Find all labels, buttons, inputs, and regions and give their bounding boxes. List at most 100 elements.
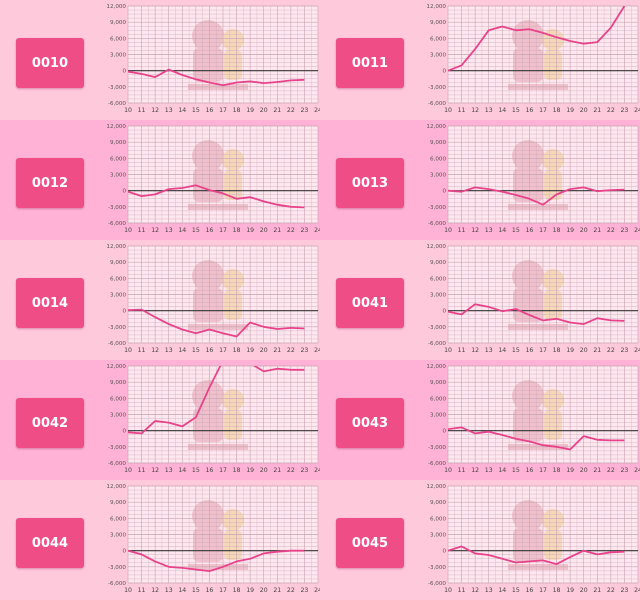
- y-tick-label: 12,000: [106, 124, 126, 130]
- y-tick-label: 12,000: [106, 4, 126, 10]
- stock-code-button[interactable]: 0042: [16, 398, 84, 448]
- x-tick-label: 19: [246, 347, 254, 354]
- x-tick-label: 22: [287, 107, 295, 114]
- x-tick-label: 23: [300, 227, 308, 234]
- y-tick-label: -3,000: [108, 445, 126, 451]
- stock-code-button[interactable]: 0010: [16, 38, 84, 88]
- y-tick-label: 3,000: [430, 413, 446, 419]
- chart-cell: 0045 12,000 9,000 6,000 3,000 0 -3,000 -6,000 10…: [320, 480, 640, 597]
- x-tick-label: 14: [498, 587, 506, 594]
- x-tick-label: 21: [273, 347, 281, 354]
- series-line: [448, 303, 625, 325]
- x-tick-label: 12: [151, 467, 159, 474]
- chart-row: 0044 12,000 9,000 6,000 3,000 0 -3,000 -6,000 10…: [0, 480, 640, 597]
- x-tick-label: 16: [205, 347, 213, 354]
- y-tick-label: -6,000: [108, 221, 126, 227]
- chart-cell: 0041 12,000 9,000 6,000 3,000 0 -3,000 -6,000 10…: [320, 240, 640, 360]
- y-tick-label: 12,000: [106, 244, 126, 250]
- chart-row: 0010 12,000 9,000 6,000 3,000 0 -3,000 -6,000 10…: [0, 0, 640, 120]
- y-tick-label: 6,000: [110, 156, 126, 162]
- y-tick-label: -3,000: [428, 565, 446, 571]
- x-tick-label: 21: [593, 227, 601, 234]
- y-tick-label: 3,000: [430, 53, 446, 59]
- x-tick-label: 18: [233, 347, 241, 354]
- x-tick-label: 15: [512, 347, 520, 354]
- x-tick-label: 22: [287, 227, 295, 234]
- stock-code-button[interactable]: 0013: [336, 158, 404, 208]
- series-line: [448, 186, 625, 206]
- series-line: [128, 308, 305, 338]
- x-tick-label: 14: [498, 107, 506, 114]
- x-tick-label: 13: [165, 467, 173, 474]
- series-line: [128, 68, 305, 87]
- x-tick-label: 23: [300, 587, 308, 594]
- x-tick-label: 19: [566, 107, 574, 114]
- y-tick-label: 9,000: [430, 20, 446, 26]
- x-tick-label: 18: [553, 107, 561, 114]
- y-tick-label: 6,000: [110, 36, 126, 42]
- x-tick-label: 16: [525, 107, 533, 114]
- y-tick-label: 9,000: [110, 140, 126, 146]
- x-tick-label: 23: [300, 347, 308, 354]
- y-tick-label: -6,000: [428, 341, 446, 347]
- y-tick-label: 12,000: [426, 4, 446, 10]
- x-tick-label: 23: [620, 587, 628, 594]
- x-tick-label: 11: [458, 347, 466, 354]
- y-tick-label: 9,000: [430, 260, 446, 266]
- x-tick-label: 20: [580, 587, 588, 594]
- stock-code-button[interactable]: 0043: [336, 398, 404, 448]
- x-tick-label: 17: [219, 107, 227, 114]
- x-tick-label: 12: [471, 587, 479, 594]
- x-tick-label: 20: [580, 347, 588, 354]
- x-tick-label: 17: [219, 467, 227, 474]
- x-tick-label: 24: [314, 467, 320, 474]
- x-tick-label: 20: [260, 587, 268, 594]
- y-tick-label: -3,000: [108, 565, 126, 571]
- x-tick-label: 16: [525, 347, 533, 354]
- y-tick-label: 6,000: [110, 276, 126, 282]
- y-tick-label: 3,000: [110, 413, 126, 419]
- y-tick-label: -3,000: [108, 205, 126, 211]
- x-tick-label: 16: [205, 467, 213, 474]
- x-tick-label: 10: [124, 227, 132, 234]
- stock-code-button[interactable]: 0012: [16, 158, 84, 208]
- y-tick-label: -6,000: [108, 581, 126, 587]
- x-tick-label: 10: [444, 107, 452, 114]
- x-tick-label: 12: [471, 467, 479, 474]
- x-tick-label: 19: [246, 107, 254, 114]
- series-line: [448, 6, 626, 72]
- x-tick-label: 17: [539, 587, 547, 594]
- x-tick-label: 22: [607, 587, 615, 594]
- y-tick-label: 12,000: [426, 124, 446, 130]
- y-tick-label: 0: [442, 189, 446, 195]
- chart-cell: 0010 12,000 9,000 6,000 3,000 0 -3,000 -6,000 10…: [0, 0, 320, 120]
- x-tick-label: 22: [607, 467, 615, 474]
- y-tick-label: 3,000: [430, 293, 446, 299]
- x-tick-label: 13: [165, 587, 173, 594]
- stock-code-button[interactable]: 0045: [336, 518, 404, 568]
- x-tick-label: 22: [287, 587, 295, 594]
- x-tick-label: 24: [314, 587, 320, 594]
- x-tick-label: 10: [124, 467, 132, 474]
- stock-code-button[interactable]: 0011: [336, 38, 404, 88]
- chart-cell: 0043 12,000 9,000 6,000 3,000 0 -3,000 -6,000 10…: [320, 360, 640, 480]
- stock-code-button[interactable]: 0044: [16, 518, 84, 568]
- x-tick-label: 20: [580, 227, 588, 234]
- y-tick-label: 9,000: [110, 380, 126, 386]
- x-tick-label: 21: [593, 587, 601, 594]
- chart-cell: 0013 12,000 9,000 6,000 3,000 0 -3,000 -6,000 10…: [320, 120, 640, 240]
- x-tick-label: 24: [634, 227, 640, 234]
- stock-code-button[interactable]: 0014: [16, 278, 84, 328]
- x-tick-label: 10: [124, 107, 132, 114]
- y-tick-label: 3,000: [110, 293, 126, 299]
- stock-code-button[interactable]: 0041: [336, 278, 404, 328]
- chart-cell: 0042 12,000 9,000 6,000 3,000 0 -3,000 -6,000 10…: [0, 360, 320, 480]
- y-tick-label: -6,000: [428, 101, 446, 107]
- x-tick-label: 10: [444, 347, 452, 354]
- x-tick-label: 14: [498, 467, 506, 474]
- x-tick-label: 11: [138, 467, 146, 474]
- series-line: [128, 366, 305, 435]
- x-tick-label: 12: [471, 107, 479, 114]
- y-tick-label: -3,000: [108, 85, 126, 91]
